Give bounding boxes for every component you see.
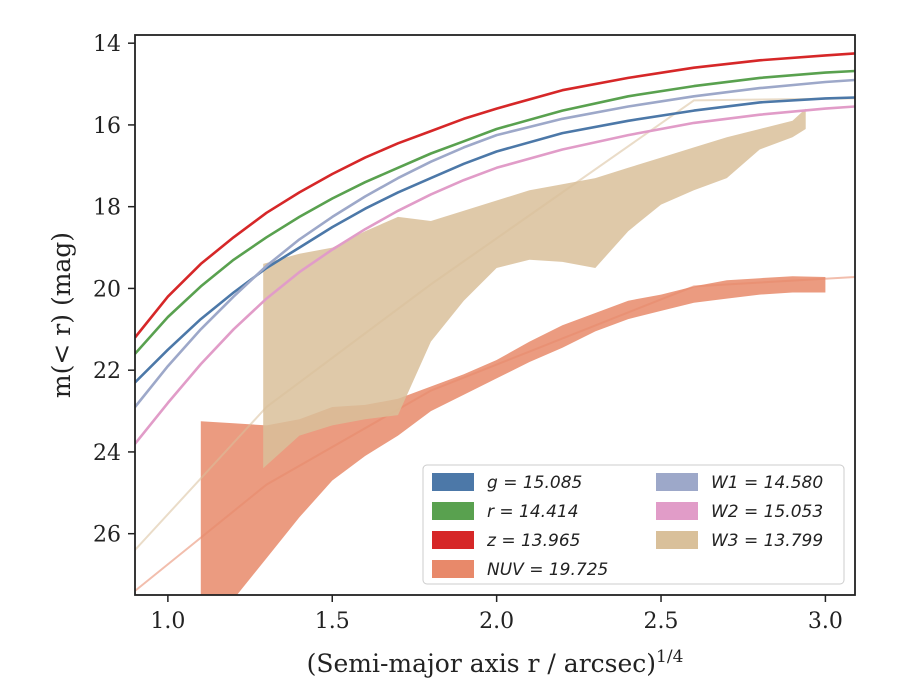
x-axis-label-main: (Semi-major axis r / arcsec) <box>307 649 656 678</box>
series-band-w3 <box>263 108 806 469</box>
x-tick-label: 2.5 <box>644 609 679 634</box>
legend-label-nuv: NUV = 19.725 <box>487 560 608 580</box>
legend-label-w1: W1 = 14.580 <box>711 473 823 493</box>
series-line-w2 <box>135 105 855 445</box>
y-tick-label: 14 <box>93 32 121 57</box>
x-axis-label: (Semi-major axis r / arcsec)1/4 <box>307 647 684 678</box>
x-tick-label: 3.0 <box>808 609 843 634</box>
series-line-w1 <box>135 78 855 408</box>
x-tick-label: 2.0 <box>479 609 514 634</box>
y-tick-label: 18 <box>93 196 121 221</box>
y-tick-label: 24 <box>93 441 121 466</box>
legend-swatch-w3 <box>656 531 698 549</box>
series-trend-nuv <box>135 276 855 592</box>
y-tick-label: 20 <box>93 277 121 302</box>
series-layer <box>135 52 855 595</box>
legend-swatch-g <box>432 473 474 491</box>
y-axis-ticks: 14 16 18 20 22 24 26 <box>93 32 135 548</box>
x-tick-label: 1.5 <box>315 609 350 634</box>
legend-swatch-z <box>432 531 474 549</box>
y-tick-label: 26 <box>93 523 121 548</box>
legend-label-g: g = 15.085 <box>487 473 582 493</box>
legend-label-w2: W2 = 15.053 <box>711 502 823 522</box>
plot-frame <box>134 34 856 596</box>
legend-swatch-r <box>432 502 474 520</box>
series-trend-w3 <box>135 97 855 551</box>
legend-swatch-w2 <box>656 502 698 520</box>
series-line-g <box>135 96 855 384</box>
x-axis-ticks: 1.0 1.5 2.0 2.5 3.0 <box>150 595 843 634</box>
legend-box <box>422 464 845 585</box>
x-axis-label-exponent: 1/4 <box>656 647 683 667</box>
legend: g = 15.085 r = 14.414 z = 13.965 NUV = 19.7… <box>422 464 845 585</box>
x-tick-label: 1.0 <box>150 609 185 634</box>
legend-label-r: r = 14.414 <box>487 502 579 522</box>
series-band-nuv <box>200 276 826 595</box>
legend-label-w3: W3 = 13.799 <box>711 531 823 551</box>
legend-label-z: z = 13.965 <box>486 531 580 551</box>
legend-swatch-nuv <box>432 560 474 578</box>
series-line-z <box>135 52 855 339</box>
y-tick-label: 16 <box>93 114 121 139</box>
y-tick-label: 22 <box>93 359 121 384</box>
y-axis-label: m(< r) (mag) <box>47 232 76 398</box>
legend-swatch-w1 <box>656 473 698 491</box>
series-line-r <box>135 69 855 355</box>
